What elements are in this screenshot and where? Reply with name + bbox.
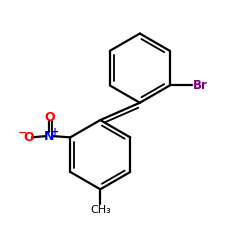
Text: N: N	[44, 130, 54, 142]
Text: CH₃: CH₃	[90, 205, 111, 215]
Text: +: +	[51, 127, 59, 137]
Text: O: O	[23, 131, 34, 144]
Text: −: −	[18, 128, 28, 138]
Text: O: O	[44, 111, 54, 124]
Text: Br: Br	[193, 79, 208, 92]
